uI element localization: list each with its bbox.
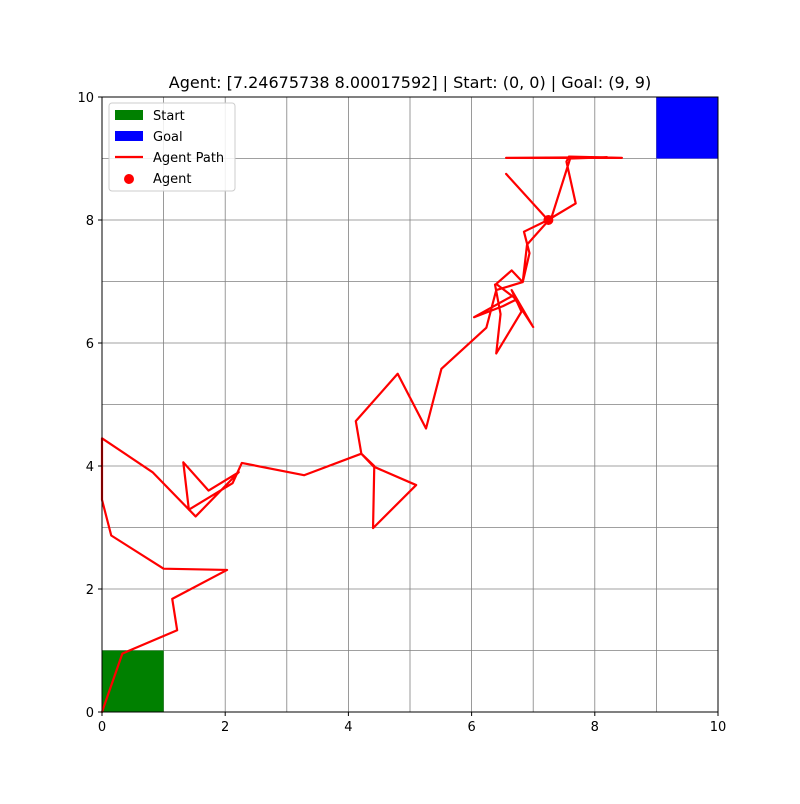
agent-marker [543, 214, 554, 225]
legend-box [108, 102, 236, 192]
start-region [102, 650, 164, 712]
y-tick-label: 6 [86, 337, 94, 352]
legend-label: Goal [153, 130, 183, 145]
x-tick-label: 8 [591, 720, 599, 735]
x-axis: 0 2 4 6 8 10 [98, 712, 726, 735]
legend-swatch-agent [124, 174, 134, 184]
legend-swatch-start [115, 110, 143, 120]
chart-title: Agent: [7.24675738 8.00017592] | Start: … [169, 73, 651, 92]
x-tick-label: 10 [710, 720, 727, 735]
y-tick-label: 8 [86, 214, 94, 229]
x-tick-label: 2 [221, 720, 229, 735]
path-layer [100, 155, 624, 714]
plot-frame [101, 96, 719, 713]
y-tick-label: 2 [86, 583, 94, 598]
agent-path-line [100, 155, 624, 714]
y-tick-label: 10 [77, 91, 94, 106]
goal-region [656, 97, 718, 159]
y-tick-label: 4 [86, 460, 94, 475]
y-axis: 0 2 4 6 8 10 [77, 91, 102, 721]
plot-border [101, 96, 719, 713]
legend-label: Start [153, 109, 185, 124]
legend: Start Goal Agent Path Agent [108, 102, 236, 192]
legend-swatch-goal [115, 131, 143, 141]
x-tick-label: 0 [98, 720, 106, 735]
x-tick-label: 4 [344, 720, 352, 735]
legend-label: Agent [153, 172, 191, 187]
y-tick-label: 0 [86, 706, 94, 721]
legend-label: Agent Path [153, 151, 224, 166]
x-tick-label: 6 [467, 720, 475, 735]
